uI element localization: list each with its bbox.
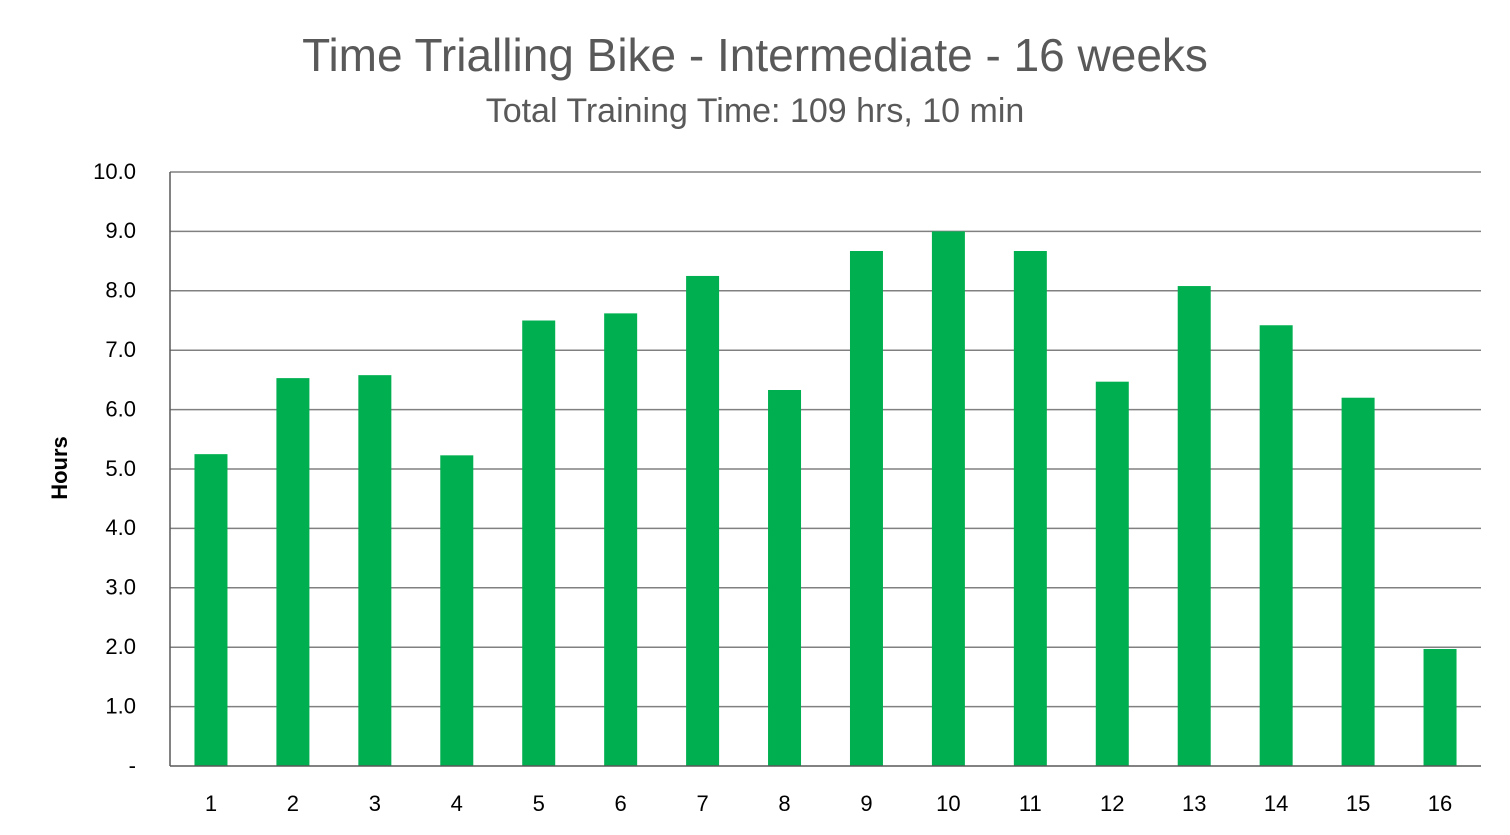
bar [1095, 381, 1129, 766]
x-tick-label: 1 [205, 791, 217, 816]
x-tick-label: 15 [1346, 791, 1370, 816]
x-tick-label: 7 [696, 791, 708, 816]
bar [849, 251, 883, 766]
bar [1259, 325, 1293, 766]
x-tick-label: 14 [1264, 791, 1288, 816]
y-tick-label: 5.0 [105, 456, 136, 481]
x-tick-label: 8 [778, 791, 790, 816]
bar [1423, 648, 1457, 766]
bar [440, 455, 474, 766]
bar [276, 378, 310, 766]
x-tick-label: 3 [369, 791, 381, 816]
x-tick-label: 16 [1428, 791, 1452, 816]
y-tick-label: 1.0 [105, 693, 136, 718]
bar [1177, 286, 1211, 766]
bar [1013, 251, 1047, 766]
x-tick-label: 12 [1100, 791, 1124, 816]
y-tick-label: 8.0 [105, 278, 136, 303]
y-tick-label: 9.0 [105, 218, 136, 243]
bar [768, 389, 802, 766]
x-tick-label: 4 [451, 791, 463, 816]
x-tick-label: 10 [936, 791, 960, 816]
bar [358, 375, 392, 766]
y-tick-label: 4.0 [105, 515, 136, 540]
y-tick-labels: - 1.0 2.0 3.0 4.0 5.0 6.0 7.0 8.0 9.0 10.0 [93, 159, 136, 778]
x-tick-labels: 1 2 3 4 5 6 7 8 9 10 11 12 13 14 15 16 [205, 791, 1452, 816]
bar [604, 313, 638, 766]
x-tick-label: 6 [615, 791, 627, 816]
chart-subtitle: Total Training Time: 109 hrs, 10 min [485, 92, 1025, 130]
y-tick-label: 7.0 [105, 337, 136, 362]
x-tick-label: 5 [533, 791, 545, 816]
y-tick-label: 2.0 [105, 634, 136, 659]
bar [1341, 397, 1375, 766]
y-tick-label: 6.0 [105, 396, 136, 421]
x-tick-label: 2 [287, 791, 299, 816]
y-axis-label: Hours [47, 436, 72, 500]
chart-title: Time Trialling Bike - Intermediate - 16 … [302, 29, 1208, 81]
bars [194, 231, 1457, 766]
axes [169, 172, 1481, 767]
y-tick-label: - [129, 753, 136, 778]
bar [931, 231, 965, 766]
bar [522, 320, 556, 766]
y-tick-label: 10.0 [93, 159, 136, 184]
x-tick-label: 11 [1019, 791, 1042, 816]
bar [686, 275, 720, 766]
y-tick-label: 3.0 [105, 575, 136, 600]
x-tick-label: 13 [1182, 791, 1206, 816]
x-tick-label: 9 [860, 791, 872, 816]
bar [194, 454, 228, 766]
